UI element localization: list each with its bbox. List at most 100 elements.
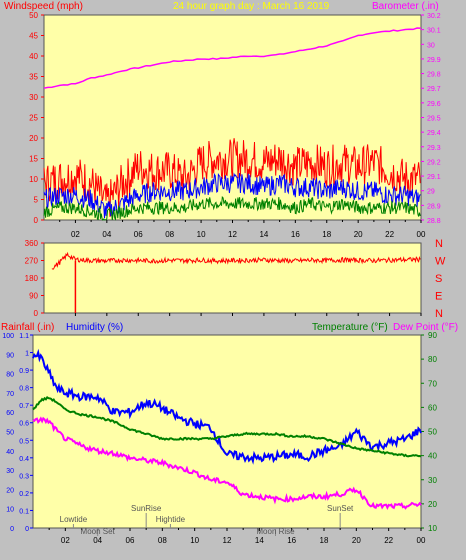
wind-y-tick-label: 50 bbox=[29, 11, 38, 20]
temp-y-tick-label: 60 bbox=[428, 403, 437, 412]
temp-y-tick-label: 40 bbox=[428, 452, 437, 461]
wind-y-tick-label: 20 bbox=[29, 134, 38, 143]
wind-x-tick-label: 10 bbox=[197, 230, 206, 239]
event-label: Hightide bbox=[156, 515, 186, 524]
rain-y-tick-label: 0 bbox=[25, 526, 29, 533]
rainfall-label: Rainfall (.in) bbox=[1, 322, 54, 333]
compass-label: S bbox=[435, 273, 442, 285]
wind-y-tick-label: 35 bbox=[29, 73, 38, 82]
wind-y-tick-label: 10 bbox=[29, 175, 38, 184]
humidity-y-tick-label: 90 bbox=[6, 352, 14, 359]
barometer-y-tick-label: 28.8 bbox=[427, 218, 441, 225]
direction-line bbox=[51, 251, 421, 270]
humidity-y-tick-label: 80 bbox=[6, 372, 14, 379]
wind-x-tick-label: 18 bbox=[322, 230, 331, 239]
barometer-y-tick-label: 28.9 bbox=[427, 203, 441, 210]
wind-x-tick-label: 12 bbox=[228, 230, 237, 239]
event-label: Moon Set bbox=[81, 527, 116, 536]
wind-average-line bbox=[43, 172, 421, 219]
temp-y-tick-label: 10 bbox=[428, 524, 437, 533]
windspeed-label: Windspeed (mph) bbox=[4, 1, 83, 12]
humidity-x-tick-label: 00 bbox=[417, 536, 426, 545]
humidity-y-tick-label: 20 bbox=[6, 487, 14, 494]
temp-y-tick-label: 30 bbox=[428, 476, 437, 485]
wind-lull-line bbox=[43, 195, 421, 221]
rain-y-tick-label: 1.1 bbox=[19, 333, 29, 340]
temp-y-tick-label: 50 bbox=[428, 428, 437, 437]
humidity-x-tick-label: 16 bbox=[287, 536, 296, 545]
humidity-x-tick-label: 02 bbox=[61, 536, 70, 545]
rain-y-tick-label: 1 bbox=[25, 351, 29, 358]
rain-y-tick-label: 0.4 bbox=[19, 456, 29, 463]
humidity-x-tick-label: 04 bbox=[93, 536, 102, 545]
humidity-x-tick-label: 12 bbox=[223, 536, 232, 545]
direction-y-tick-label: 180 bbox=[25, 274, 39, 283]
temperature-line bbox=[32, 396, 422, 458]
humidity-y-tick-label: 10 bbox=[6, 507, 14, 514]
temp-y-tick-label: 90 bbox=[428, 331, 437, 340]
wind-x-tick-label: 08 bbox=[165, 230, 174, 239]
compass-label: E bbox=[435, 291, 442, 303]
wind-y-tick-label: 25 bbox=[29, 114, 38, 123]
event-label: Lowtide bbox=[60, 515, 88, 524]
rain-y-tick-label: 0.6 bbox=[19, 421, 29, 428]
barometer-y-tick-label: 29.5 bbox=[427, 116, 441, 123]
temp-y-tick-label: 20 bbox=[428, 500, 437, 509]
humidity-x-tick-label: 22 bbox=[384, 536, 393, 545]
barometer-y-tick-label: 29.2 bbox=[427, 159, 441, 166]
humidity-y-tick-label: 50 bbox=[6, 430, 14, 437]
wind-x-tick-label: 16 bbox=[291, 230, 300, 239]
temperature-label: Temperature (°F) bbox=[312, 322, 388, 333]
temp-y-tick-label: 80 bbox=[428, 355, 437, 364]
barometer-y-tick-label: 29.9 bbox=[427, 57, 441, 64]
humidity-x-tick-label: 20 bbox=[352, 536, 361, 545]
humidity-y-tick-label: 100 bbox=[2, 333, 14, 340]
wind-x-tick-label: 04 bbox=[102, 230, 111, 239]
humidity-x-tick-label: 10 bbox=[190, 536, 199, 545]
barometer-y-tick-label: 30.1 bbox=[427, 28, 441, 35]
rain-y-tick-label: 0.3 bbox=[19, 473, 29, 480]
humidity-y-tick-label: 40 bbox=[6, 449, 14, 456]
wind-y-tick-label: 30 bbox=[29, 93, 38, 102]
rain-y-tick-label: 0.5 bbox=[19, 438, 29, 445]
humidity-x-tick-label: 14 bbox=[255, 536, 264, 545]
direction-y-tick-label: 90 bbox=[29, 292, 38, 301]
humidity-line bbox=[32, 348, 422, 465]
compass-label: N bbox=[435, 238, 443, 250]
direction-y-tick-label: 360 bbox=[25, 239, 39, 248]
direction-y-tick-label: 0 bbox=[34, 309, 39, 318]
barometer-y-tick-label: 29 bbox=[427, 189, 435, 196]
rain-y-tick-label: 0.9 bbox=[19, 368, 29, 375]
humidity-x-tick-label: 18 bbox=[320, 536, 329, 545]
wind-gust-line bbox=[43, 138, 421, 217]
compass-label: N bbox=[435, 308, 443, 320]
barometer-y-tick-label: 29.3 bbox=[427, 145, 441, 152]
barometer-y-tick-label: 29.8 bbox=[427, 72, 441, 79]
event-label: SunSet bbox=[327, 504, 354, 513]
wind-x-tick-label: 20 bbox=[354, 230, 363, 239]
humidity-y-tick-label: 30 bbox=[6, 468, 14, 475]
event-label: SunRise bbox=[131, 504, 162, 513]
barometer-label: Barometer (.in) bbox=[372, 1, 439, 12]
rain-y-tick-label: 0.7 bbox=[19, 403, 29, 410]
dew-point-label: Dew Point (°F) bbox=[393, 322, 458, 333]
rain-y-tick-label: 0.1 bbox=[19, 508, 29, 515]
humidity-y-tick-label: 70 bbox=[6, 391, 14, 398]
wind-y-tick-label: 15 bbox=[29, 155, 38, 164]
humidity-y-tick-label: 0 bbox=[10, 526, 14, 533]
wind-x-tick-label: 14 bbox=[259, 230, 268, 239]
humidity-label: Humidity (%) bbox=[66, 322, 123, 333]
wind-y-tick-label: 0 bbox=[34, 216, 39, 225]
barometer-y-tick-label: 29.6 bbox=[427, 101, 441, 108]
wind-y-tick-label: 5 bbox=[34, 196, 39, 205]
direction-panel bbox=[43, 242, 422, 314]
wind-x-tick-label: 06 bbox=[134, 230, 143, 239]
barometer-y-tick-label: 30 bbox=[427, 42, 435, 49]
rain-y-tick-label: 0.2 bbox=[19, 491, 29, 498]
barometer-y-tick-label: 29.7 bbox=[427, 86, 441, 93]
dew-point-line bbox=[32, 416, 422, 510]
direction-y-tick-label: 270 bbox=[25, 257, 39, 266]
barometer-line bbox=[43, 27, 422, 89]
barometer-y-tick-label: 29.4 bbox=[427, 130, 441, 137]
